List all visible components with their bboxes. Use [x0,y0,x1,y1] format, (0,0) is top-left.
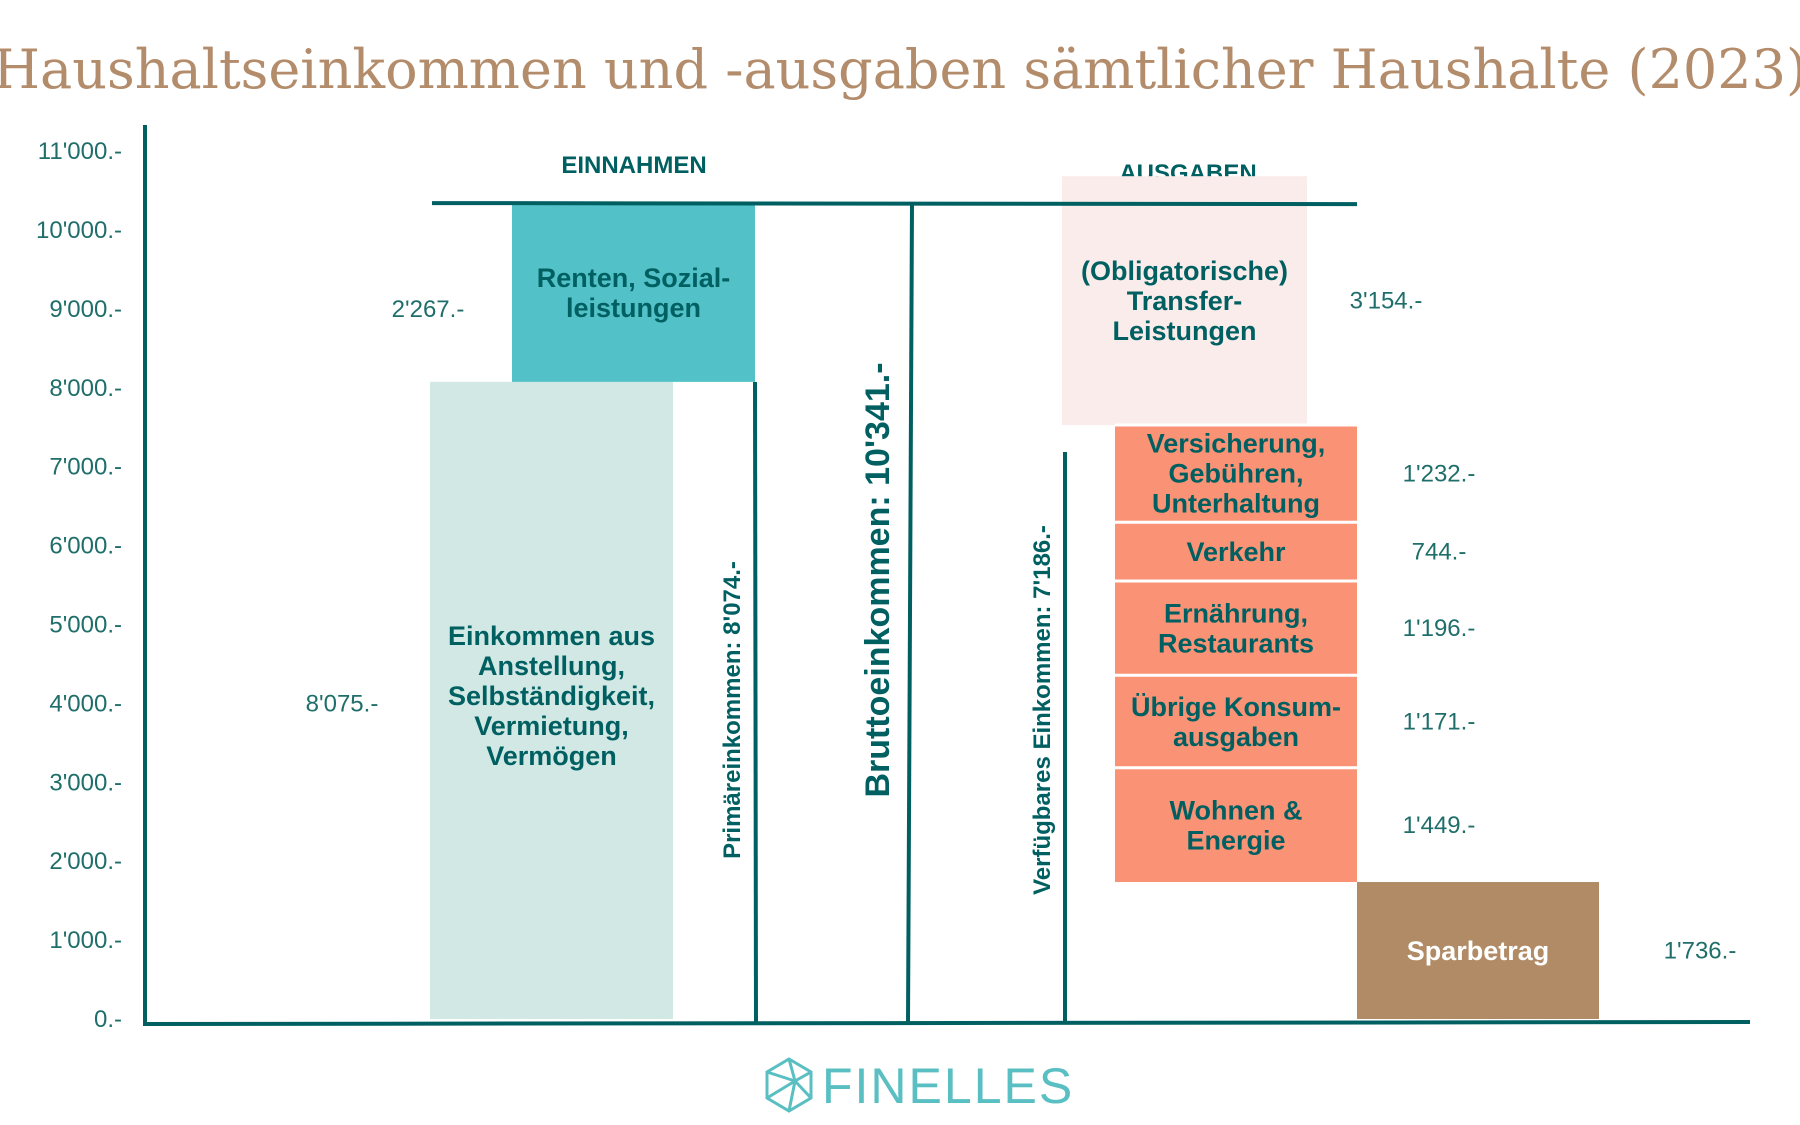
segment-value-label: 8'075.- [306,690,379,717]
bar-segment [512,203,755,382]
y-tick-label: 7'000.- [49,454,122,481]
y-tick-label: 9'000.- [49,296,122,323]
bar-segment [1115,522,1357,581]
brand-logo: FINELLES [765,1057,1074,1114]
primary-income-line [753,381,758,1024]
y-tick-label: 2'000.- [49,848,122,875]
total-brackets: Primäreinkommen: 8'074.- Bruttoeinkommen:… [431,201,1358,1024]
y-tick-label: 8'000.- [49,375,122,402]
y-tick-label: 10'000.- [36,217,122,244]
segment-value-label: 1'196.- [1403,615,1476,642]
segment-value-label: 3'154.- [1350,288,1423,315]
segment-label: Übrige Konsum-ausgaben [1131,692,1341,752]
segment-label: Verkehr [1186,537,1286,567]
brand-name: FINELLES [822,1058,1074,1114]
segment-label: Sparbetrag [1407,936,1550,966]
bar-segment [1357,882,1599,1019]
segment-value-label: 1'449.- [1403,812,1476,839]
bar-segment [430,381,673,1019]
faceted-gem-icon [765,1057,813,1113]
bar-segment [1115,580,1357,676]
y-tick-label: 1'000.- [49,927,122,954]
bar-segment [1062,176,1307,426]
bar-segment [1115,425,1357,523]
y-tick-label: 0.- [94,1006,122,1033]
segment-label: Renten, Sozial-leistungen [537,263,731,323]
segment-label: Einkommen aus Anstellung, Selbständigkeit,… [448,621,655,771]
segment-value-label: 2'267.- [392,296,465,323]
chart-title: Haushaltseinkommen und -ausgaben sämtlic… [0,38,1800,101]
segment-value-label: 1'232.- [1403,461,1476,488]
segment-value-label: 1'736.- [1664,938,1737,965]
segment-label: Ernährung, Restaurants [1158,599,1314,659]
gross-income-divider [906,203,914,1024]
segment-value-label: 744.- [1412,539,1467,566]
y-tick-label: 6'000.- [49,533,122,560]
bar-segment [1115,767,1357,883]
y-tick-label: 5'000.- [49,612,122,639]
header-income: EINNAHMEN [561,152,706,179]
x-axis [142,1020,1751,1026]
segment-label: (Obligatorische) Transfer-Leistungen [1081,256,1288,346]
gross-income-line [431,201,1358,207]
y-tick-label: 11'000.- [38,138,122,165]
gross-income-label: Bruttoeinkommen: 10'341.- [859,362,897,797]
y-tick-label: 4'000.- [49,690,122,717]
segment-value-label: 1'171.- [1403,709,1476,736]
y-axis-ticks: 0.- 1'000.- 2'000.- 3'000.- 4'000.- 5'000.- 6'… [36,138,122,1033]
primary-income-label: Primäreinkommen: 8'074.- [719,561,746,859]
chart-segments: Einkommen aus Anstellung, Selbständigkeit,… [306,176,1737,1019]
y-tick-label: 3'000.- [49,769,122,796]
disposable-income-label: Verfügbares Einkommen: 7'186.- [1029,525,1056,895]
segment-label: Versicherung, Gebühren, Unterhaltung [1147,429,1326,519]
bar-segment [1115,675,1357,768]
segment-label: Wohnen & Energie [1170,795,1303,855]
